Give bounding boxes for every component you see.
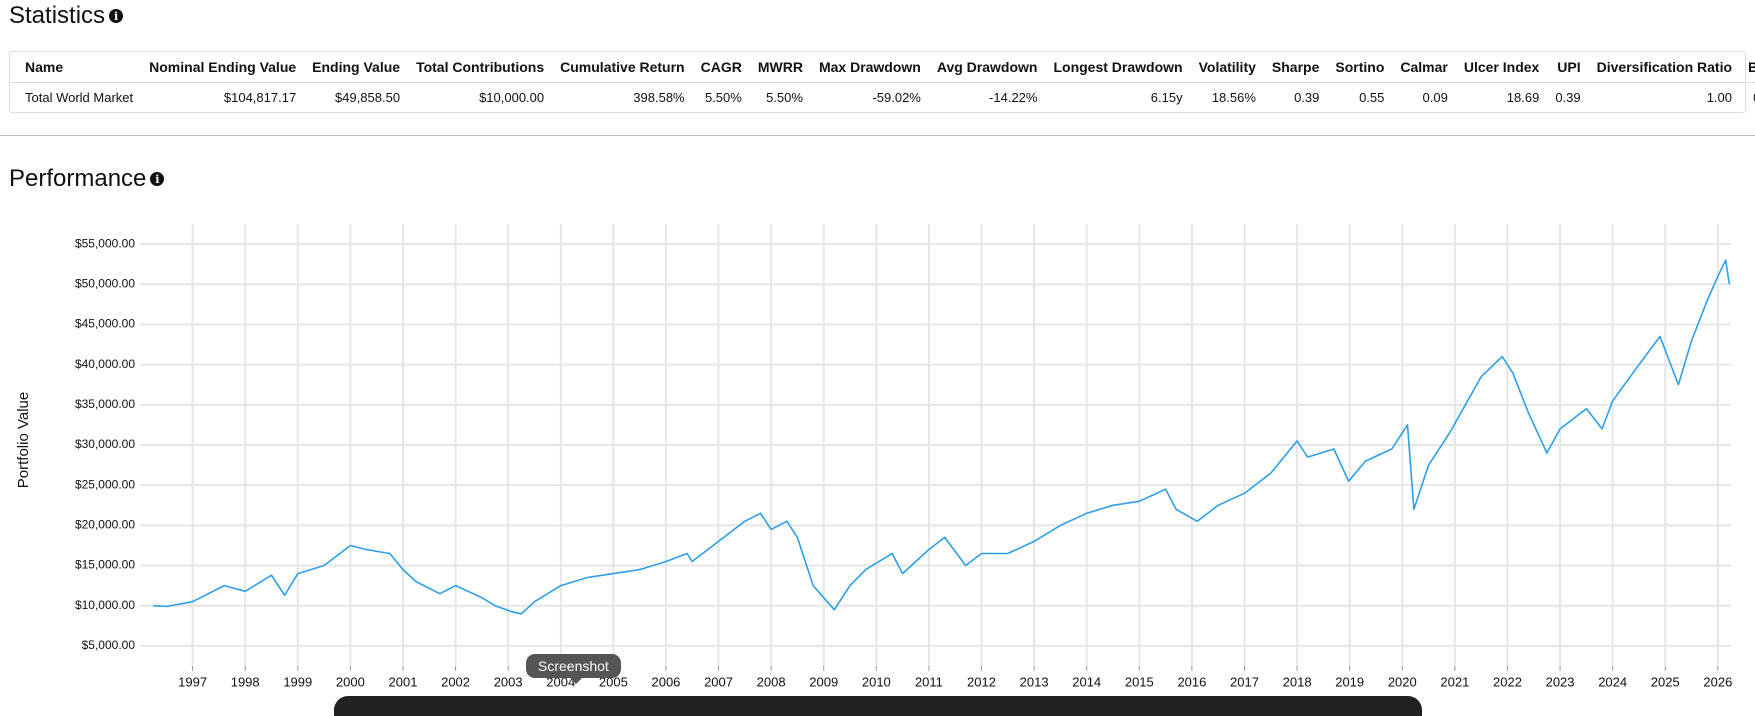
table-cell: 18.69 (1506, 90, 1540, 105)
y-tick-label: $50,000.00 (75, 276, 135, 290)
y-tick-label: $35,000.00 (75, 397, 135, 411)
table-cell: 0.55 (1359, 90, 1385, 105)
y-tick-label: $25,000.00 (75, 477, 135, 491)
table-cell: -59.02% (872, 90, 921, 105)
y-tick-label: $30,000.00 (75, 437, 135, 451)
column-header: Avg Drawdown (928, 52, 1046, 83)
column-header: UPI (1547, 52, 1589, 83)
x-tick-label: 1997 (178, 675, 207, 690)
column-header: Nominal Ending Value (141, 52, 305, 83)
section-header: Statistics i (9, 2, 124, 30)
table-cell: 0.39 (1294, 90, 1320, 105)
y-tick-label: $40,000.00 (75, 357, 135, 371)
x-tick-label: 2009 (809, 675, 838, 690)
x-tick-label: 2003 (494, 675, 523, 690)
table: Name Nominal Ending Value Ending Value Tota… (10, 52, 1755, 112)
y-axis-label: Portfolio Value (15, 392, 32, 488)
column-header: Total Contributions (408, 52, 553, 83)
column-header: Ending Value (304, 52, 409, 83)
table-cell: 5.50% (766, 90, 803, 105)
x-tick-label: 2015 (1125, 675, 1154, 690)
x-tick-label: 2021 (1440, 675, 1469, 690)
y-tick-label: $20,000.00 (75, 518, 135, 532)
x-tick-label: 2023 (1546, 675, 1575, 690)
y-tick-label: $5,000.00 (82, 638, 136, 652)
table-cell: $10,000.00 (479, 90, 545, 105)
y-tick-label: $55,000.00 (75, 236, 135, 250)
column-header: Calmar (1392, 52, 1456, 83)
column-header: Diversification Ratio (1588, 52, 1741, 83)
column-header: Cumulative Return (552, 52, 693, 83)
table-cell: 0.88 (1740, 83, 1755, 113)
table-cell: 18.56% (1211, 90, 1256, 105)
table-cell: $49,858.50 (335, 90, 401, 105)
section-title: Performance (9, 165, 147, 192)
section-title: Statistics (9, 2, 106, 29)
line-series (153, 259, 1731, 615)
x-tick-label: 2000 (336, 675, 365, 690)
section-header: Performance i (9, 165, 165, 193)
x-tick-label: 2018 (1283, 675, 1312, 690)
statistics-table: Name Nominal Ending Value Ending Value Tota… (9, 51, 1755, 113)
table-cell: 0.39 (1555, 90, 1581, 105)
x-tick-label: 2017 (1230, 675, 1259, 690)
column-header: Ulcer Index (1455, 52, 1548, 83)
x-tick-label: 1998 (231, 675, 260, 690)
y-tick-label: $45,000.00 (75, 317, 135, 331)
x-tick-label: 2006 (651, 675, 680, 690)
column-header: MWRR (749, 52, 811, 83)
x-tick-label: 2014 (1072, 675, 1101, 690)
x-tick-label: 2011 (915, 675, 943, 690)
x-tick-label: 2012 (967, 675, 996, 690)
table-cell: 0.09 (1422, 90, 1448, 105)
x-tick-label: 2022 (1493, 675, 1522, 690)
table-cell: $104,817.17 (223, 90, 297, 105)
x-tick-label: 2025 (1651, 675, 1680, 690)
tooltip: Screenshot (526, 654, 621, 684)
x-tick-label: 2019 (1335, 675, 1364, 690)
table-cell: 398.58% (633, 90, 685, 105)
table-row: Total World Market $104,817.17 $49,858.50 $… (10, 83, 1755, 113)
info-icon[interactable]: i (150, 172, 165, 186)
table-cell: -14.22% (989, 90, 1038, 105)
table-cell: 5.50% (704, 90, 742, 105)
column-header: Longest Drawdown (1045, 52, 1191, 83)
x-tick-label: 2001 (389, 675, 418, 690)
column-header: Name (10, 52, 142, 83)
column-header: Sortino (1327, 52, 1393, 83)
column-header: Beta (1740, 52, 1755, 83)
column-header: Volatility (1190, 52, 1264, 83)
x-tick-label: 2010 (862, 675, 891, 690)
y-tick-label: $10,000.00 (75, 598, 135, 612)
x-tick-label: 2020 (1388, 675, 1417, 690)
x-tick-label: 2026 (1703, 675, 1732, 690)
os-dock (334, 696, 1422, 716)
x-tick-label: 2024 (1598, 675, 1627, 690)
x-tick-label: 2002 (441, 675, 470, 690)
x-tick-label: 2007 (704, 675, 733, 690)
table-cell: 6.15y (1150, 90, 1183, 105)
header-row: Name Nominal Ending Value Ending Value Tota… (10, 52, 1755, 83)
y-tick-label: $15,000.00 (75, 558, 135, 572)
table-cell: Total World Market (25, 90, 134, 105)
x-tick-label: 2013 (1020, 675, 1049, 690)
x-tick-label: 1999 (283, 675, 312, 690)
table-cell: 1.00 (1706, 90, 1733, 105)
column-header: CAGR (692, 52, 750, 83)
info-icon[interactable]: i (109, 9, 124, 23)
column-header: Max Drawdown (810, 52, 929, 83)
divider (0, 135, 1755, 136)
x-tick-label: 2008 (757, 675, 786, 690)
x-tick-label: 2016 (1177, 675, 1206, 690)
column-header: Sharpe (1263, 52, 1328, 83)
